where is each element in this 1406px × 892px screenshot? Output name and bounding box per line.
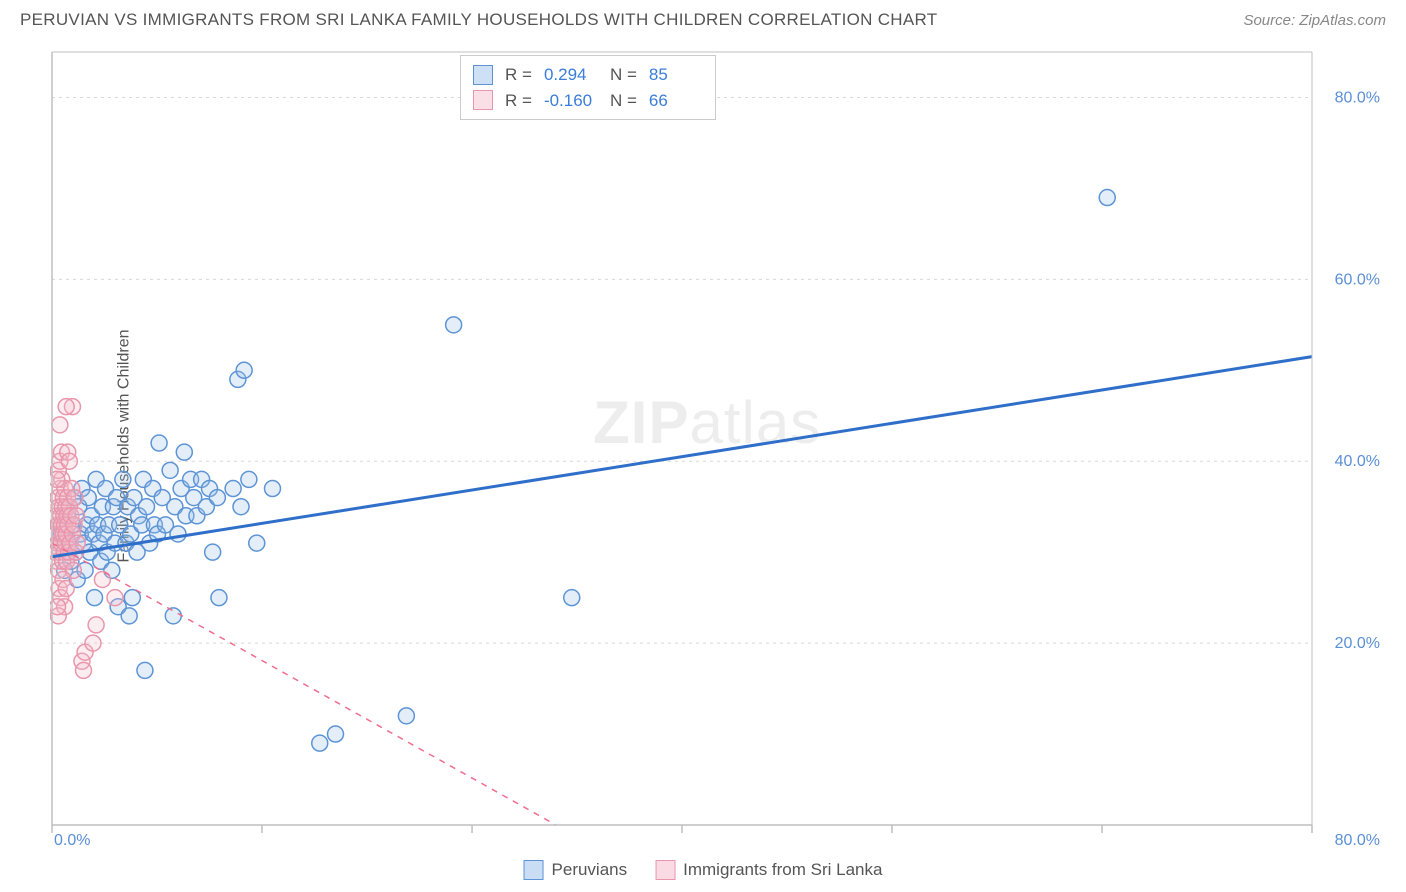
data-point xyxy=(236,362,252,378)
y-tick-label: 60.0% xyxy=(1335,271,1380,288)
data-point xyxy=(312,735,328,751)
data-point xyxy=(151,435,167,451)
data-point xyxy=(205,544,221,560)
data-point xyxy=(68,508,84,524)
data-point xyxy=(107,590,123,606)
series-legend: Peruvians Immigrants from Sri Lanka xyxy=(524,860,883,880)
data-point xyxy=(241,471,257,487)
data-point xyxy=(209,490,225,506)
data-point xyxy=(398,708,414,724)
x-tick-label: 80.0% xyxy=(1335,832,1380,847)
y-tick-label: 80.0% xyxy=(1335,89,1380,106)
data-point xyxy=(165,608,181,624)
correlation-legend: R = 0.294 N = 85 R = -0.160 N = 66 xyxy=(460,55,716,120)
y-tick-label: 40.0% xyxy=(1335,453,1380,470)
legend-item: Peruvians xyxy=(524,860,628,880)
chart-area: 20.0% 40.0% 60.0% 80.0% ZIPatlas 0.0% 80.0% xyxy=(50,50,1384,847)
data-point xyxy=(446,317,462,333)
y-tick-label: 20.0% xyxy=(1335,635,1380,652)
legend-label: Immigrants from Sri Lanka xyxy=(683,860,882,880)
data-point xyxy=(328,726,344,742)
data-point xyxy=(170,526,186,542)
trend-line xyxy=(52,543,556,825)
data-point xyxy=(225,481,241,497)
data-point xyxy=(233,499,249,515)
legend-row: R = -0.160 N = 66 xyxy=(473,88,703,114)
legend-n-value: 66 xyxy=(649,88,703,114)
data-point xyxy=(52,417,68,433)
x-tick-label: 0.0% xyxy=(54,832,90,847)
legend-r-value: 0.294 xyxy=(544,62,598,88)
data-point xyxy=(211,590,227,606)
data-point xyxy=(265,481,281,497)
data-point xyxy=(76,662,92,678)
data-point xyxy=(137,662,153,678)
legend-r-label: R = xyxy=(505,62,532,88)
legend-swatch xyxy=(524,860,544,880)
legend-r-value: -0.160 xyxy=(544,88,598,114)
data-point xyxy=(564,590,580,606)
data-point xyxy=(58,581,74,597)
scatter-chart: 20.0% 40.0% 60.0% 80.0% ZIPatlas 0.0% 80.0% xyxy=(50,50,1384,847)
legend-swatch xyxy=(655,860,675,880)
legend-label: Peruvians xyxy=(552,860,628,880)
data-point xyxy=(176,444,192,460)
data-point xyxy=(58,399,74,415)
source-label: Source: ZipAtlas.com xyxy=(1243,12,1386,29)
legend-r-label: R = xyxy=(505,88,532,114)
legend-item: Immigrants from Sri Lanka xyxy=(655,860,882,880)
data-point xyxy=(85,635,101,651)
data-point xyxy=(67,490,83,506)
data-point xyxy=(87,590,103,606)
legend-n-value: 85 xyxy=(649,62,703,88)
data-point xyxy=(88,617,104,633)
legend-swatch xyxy=(473,90,493,110)
legend-swatch xyxy=(473,65,493,85)
legend-row: R = 0.294 N = 85 xyxy=(473,62,703,88)
data-point xyxy=(61,453,77,469)
data-point xyxy=(1099,190,1115,206)
watermark: ZIPatlas xyxy=(593,389,821,456)
data-point xyxy=(249,535,265,551)
legend-n-label: N = xyxy=(610,62,637,88)
data-point xyxy=(139,499,155,515)
data-point xyxy=(124,590,140,606)
data-point xyxy=(121,608,137,624)
data-point xyxy=(162,462,178,478)
legend-n-label: N = xyxy=(610,88,637,114)
chart-title: PERUVIAN VS IMMIGRANTS FROM SRI LANKA FA… xyxy=(20,10,937,30)
data-point xyxy=(69,535,85,551)
data-point xyxy=(115,471,131,487)
